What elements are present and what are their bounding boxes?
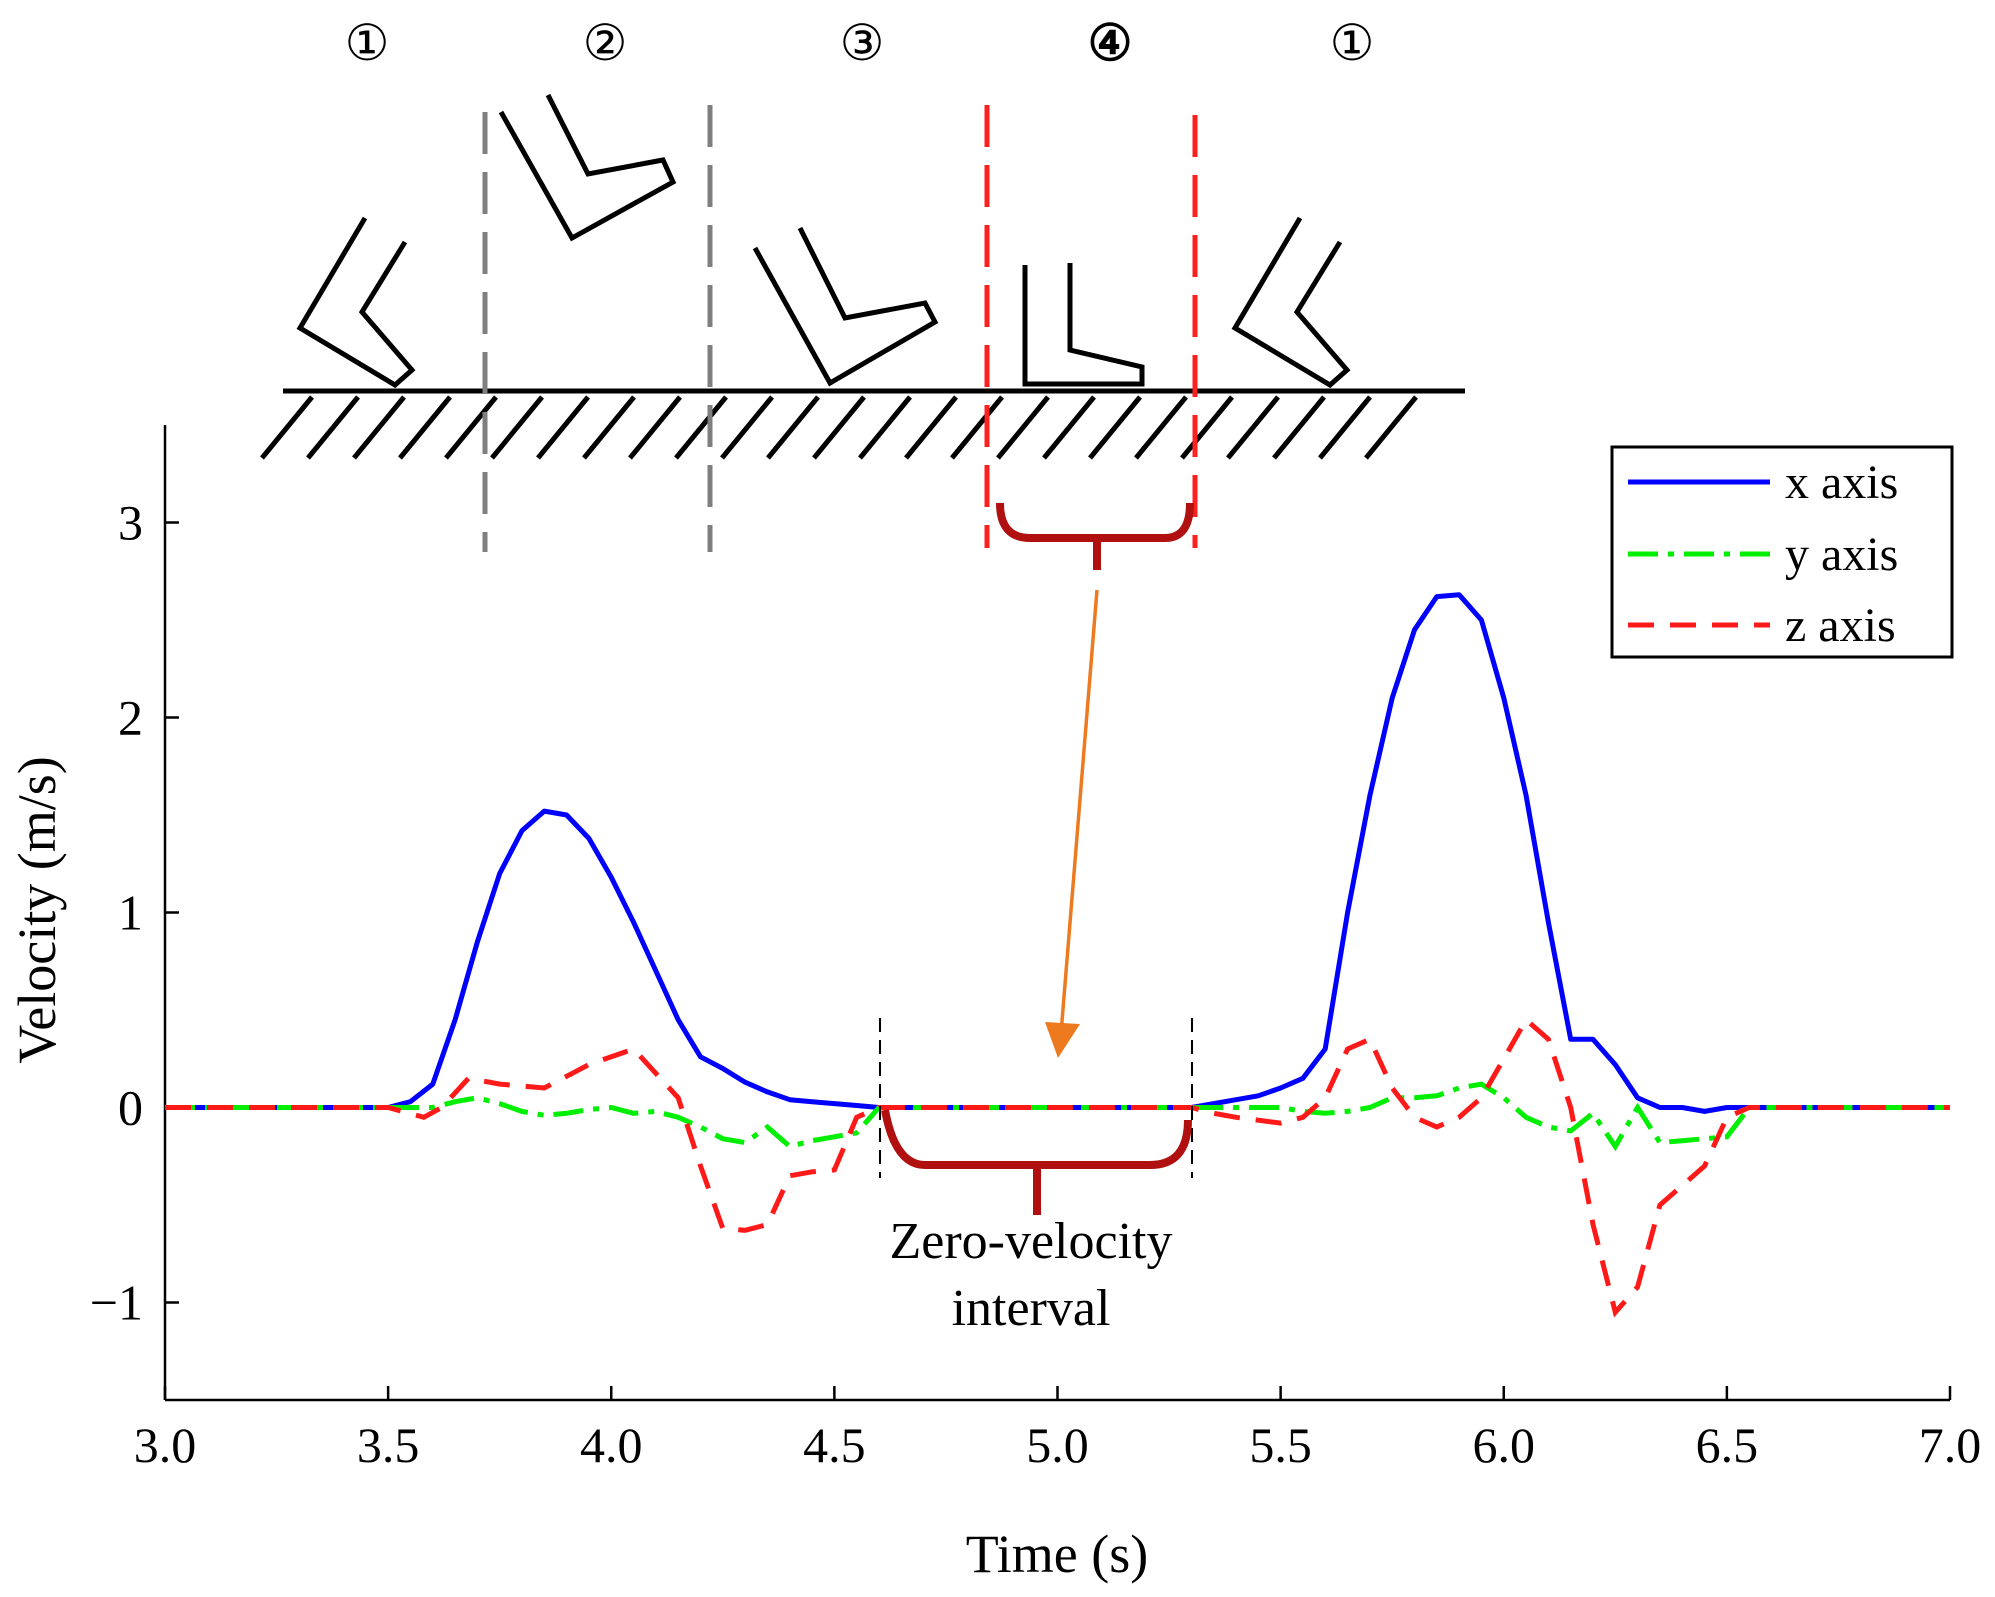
zero-velocity-label-line1: Zero-velocity: [890, 1213, 1173, 1270]
legend: x axis y axis z axis: [1610, 445, 1954, 659]
ground-hatch-stroke: [766, 395, 820, 460]
leg-pose-heel-strike: [296, 216, 416, 389]
legend-label-z: z axis: [1785, 599, 1896, 652]
legend-label-x: x axis: [1785, 456, 1898, 509]
y-tick-label: 1: [118, 885, 143, 941]
y-tick-label: −1: [90, 1275, 143, 1331]
x-tick-label: 4.0: [580, 1417, 643, 1473]
x-ticks: 3.0 3.5 4.0 4.5 5.0 5.5 6.0 6.5 7.0: [134, 1386, 1982, 1473]
ground-hatch-stroke: [1318, 395, 1372, 460]
ground-hatching: [260, 395, 1418, 460]
leg-pose-swing-start: [498, 93, 677, 242]
legend-box: [1610, 445, 1954, 659]
y-tick-label: 2: [118, 690, 143, 746]
gait-illustration: ① ② ③ ④ ①: [250, 15, 1480, 570]
x-tick-label: 3.0: [134, 1417, 197, 1473]
ground-hatch-stroke: [628, 395, 682, 460]
phase-label-2: ②: [583, 15, 628, 71]
y-tick-label: 0: [118, 1080, 143, 1136]
y-tick-label: 3: [118, 495, 143, 551]
ground-hatch-stroke: [582, 395, 636, 460]
ground-hatch-stroke: [536, 395, 590, 460]
phase-label-5: ①: [1330, 15, 1375, 71]
leg-pose-swing-end: [752, 226, 939, 387]
ground-hatch-stroke: [950, 395, 1004, 460]
ground-hatch-stroke: [1134, 395, 1188, 460]
leg-pose-stance: [1022, 263, 1145, 387]
phase-label-3: ③: [840, 15, 885, 71]
series-group: [165, 592, 1950, 1318]
ground-hatch-stroke: [1226, 395, 1280, 460]
zero-velocity-annotation: Zero-velocity interval: [879, 589, 1193, 1337]
leg-pose-heel-strike-2: [1231, 216, 1351, 389]
zero-velocity-label-line2: interval: [952, 1280, 1111, 1337]
x-tick-label: 5.0: [1026, 1417, 1089, 1473]
phase-label-4: ④: [1088, 15, 1133, 71]
ground-hatch-stroke: [674, 395, 728, 460]
ground-hatch-stroke: [444, 395, 498, 460]
ground-hatch-stroke: [306, 395, 360, 460]
ground-hatch-stroke: [260, 395, 314, 460]
x-axis-label: Time (s): [966, 1524, 1149, 1584]
ground-hatch-stroke: [1180, 395, 1234, 460]
y-ticks: −1 0 1 2 3: [90, 495, 179, 1331]
x-tick-label: 7.0: [1919, 1417, 1982, 1473]
phase-label-1: ①: [345, 15, 390, 71]
x-tick-label: 4.5: [803, 1417, 866, 1473]
ground-hatch-stroke: [996, 395, 1050, 460]
series-z-axis-line: [165, 1015, 1950, 1318]
x-tick-label: 3.5: [357, 1417, 420, 1473]
ground-hatch-stroke: [858, 395, 912, 460]
ground-hatch-stroke: [490, 395, 544, 460]
ground-hatch-stroke: [1042, 395, 1096, 460]
zero-interval-bracket: [881, 1109, 1192, 1169]
x-tick-label: 6.5: [1696, 1417, 1759, 1473]
ground-hatch-stroke: [398, 395, 452, 460]
ground-hatch-stroke: [1364, 395, 1418, 460]
series-y-axis-line: [165, 1081, 1950, 1152]
annotation-arrow: [1054, 589, 1099, 1052]
x-tick-label: 5.5: [1249, 1417, 1312, 1473]
ground-hatch-stroke: [720, 395, 774, 460]
ground-hatch-stroke: [352, 395, 406, 460]
ground-hatch-stroke: [1088, 395, 1142, 460]
legend-label-y: y axis: [1785, 528, 1898, 581]
x-tick-label: 6.0: [1473, 1417, 1536, 1473]
ground-hatch-stroke: [1272, 395, 1326, 460]
series-x-axis-line: [165, 592, 1950, 1114]
ground-hatch-stroke: [904, 395, 958, 460]
ground-hatch-stroke: [812, 395, 866, 460]
arrow-head: [1045, 1022, 1080, 1058]
y-axis-label: Velocity (m/s): [7, 756, 67, 1063]
